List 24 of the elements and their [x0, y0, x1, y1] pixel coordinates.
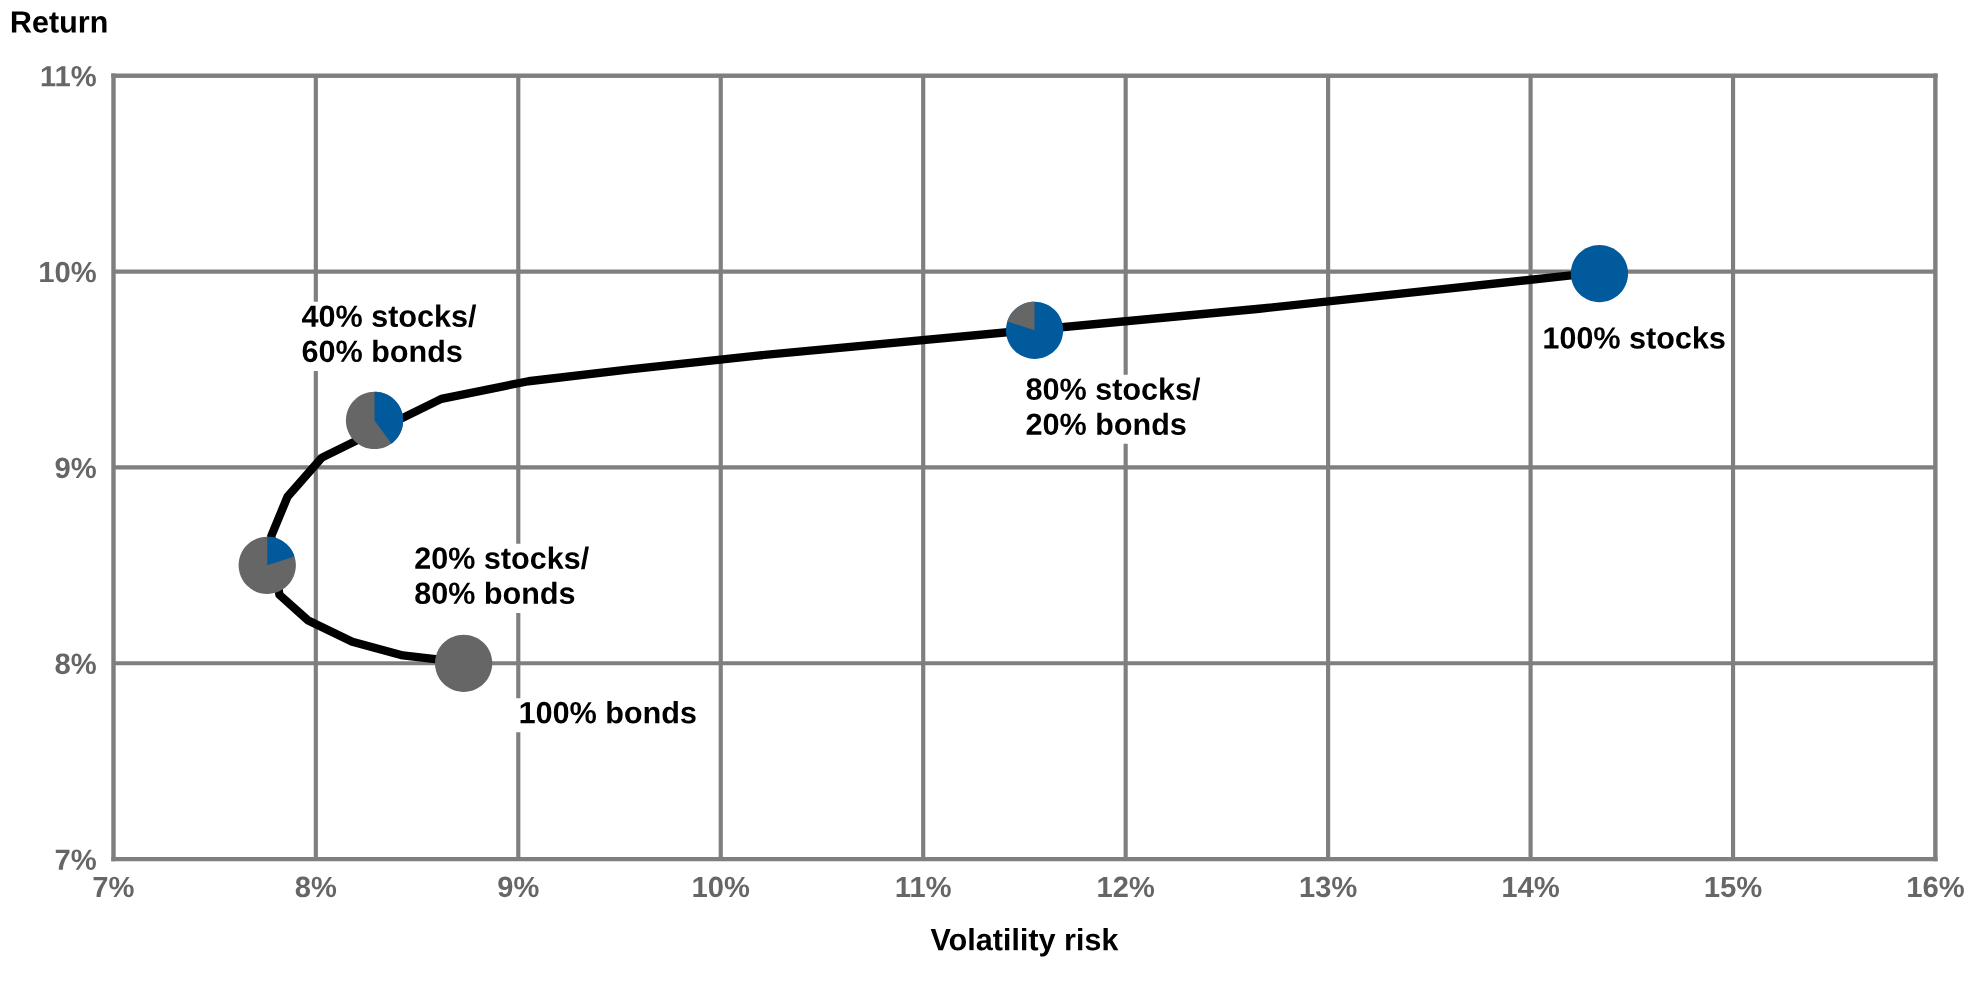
x-tick-label: 15% — [1705, 876, 1762, 898]
annotation: 40% stocks/ 60% bonds — [302, 304, 477, 363]
x-tick-label: 16% — [1908, 876, 1964, 898]
x-tick-label: 9% — [498, 876, 539, 898]
x-axis-title: Volatility risk — [930, 928, 1119, 957]
point — [1570, 244, 1629, 303]
point — [434, 634, 493, 692]
y-tick-label: 10% — [40, 261, 96, 283]
annotation: 100% stocks — [1544, 326, 1725, 349]
y-axis-title: Return — [11, 11, 107, 33]
y-tick-label: 11% — [41, 65, 96, 87]
x-tick-label: 12% — [1098, 876, 1155, 898]
annotation: 80% stocks/ 20% bonds — [1026, 377, 1201, 436]
annotation: 20% stocks/ 80% bonds — [415, 546, 589, 605]
y-tick-label: 8% — [55, 653, 96, 675]
x-tick-label: 13% — [1300, 876, 1357, 898]
x-tick-label: 8% — [295, 876, 337, 898]
x-tick-label: 11% — [896, 876, 951, 898]
x-tick-label: 10% — [693, 876, 750, 898]
x-tick-label: 14% — [1503, 876, 1559, 898]
x-tick-label: 7% — [93, 876, 134, 898]
y-tick-label: 9% — [55, 457, 96, 479]
annotation: 100% bonds — [520, 701, 696, 724]
y-tick-label: 7% — [55, 849, 96, 870]
